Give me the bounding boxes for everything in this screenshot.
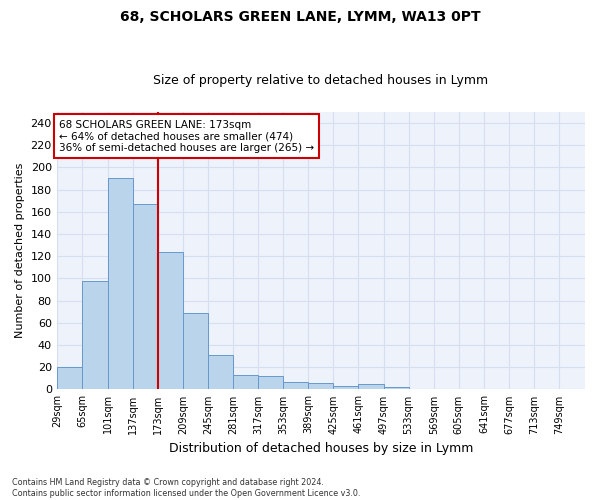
Bar bbox=[358, 384, 383, 390]
Bar bbox=[233, 375, 258, 390]
Text: 68, SCHOLARS GREEN LANE, LYMM, WA13 0PT: 68, SCHOLARS GREEN LANE, LYMM, WA13 0PT bbox=[119, 10, 481, 24]
Bar bbox=[107, 178, 133, 390]
Bar bbox=[334, 386, 358, 390]
Text: 68 SCHOLARS GREEN LANE: 173sqm
← 64% of detached houses are smaller (474)
36% of: 68 SCHOLARS GREEN LANE: 173sqm ← 64% of … bbox=[59, 120, 314, 153]
Title: Size of property relative to detached houses in Lymm: Size of property relative to detached ho… bbox=[153, 74, 488, 87]
Bar bbox=[383, 387, 409, 390]
Bar bbox=[208, 355, 233, 390]
Text: Contains HM Land Registry data © Crown copyright and database right 2024.
Contai: Contains HM Land Registry data © Crown c… bbox=[12, 478, 361, 498]
Bar bbox=[283, 382, 308, 390]
Bar bbox=[133, 204, 158, 390]
Bar bbox=[158, 252, 183, 390]
Bar bbox=[58, 367, 82, 390]
Bar bbox=[308, 383, 334, 390]
Bar bbox=[82, 280, 107, 390]
Y-axis label: Number of detached properties: Number of detached properties bbox=[15, 163, 25, 338]
Bar bbox=[258, 376, 283, 390]
Bar bbox=[183, 313, 208, 390]
X-axis label: Distribution of detached houses by size in Lymm: Distribution of detached houses by size … bbox=[169, 442, 473, 455]
